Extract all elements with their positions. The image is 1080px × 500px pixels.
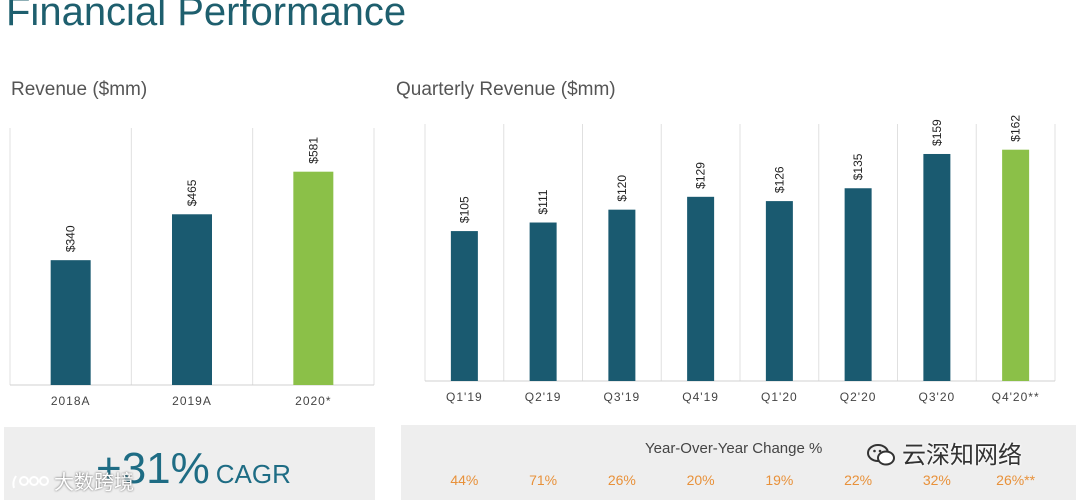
quarterly-value-label: $126	[772, 166, 786, 193]
cagr-value: +31%	[96, 444, 210, 493]
yoy-value: 32%	[922, 472, 951, 488]
wechat-icon	[867, 444, 895, 466]
yoy-title: Year-Over-Year Change %	[645, 440, 823, 457]
cagr-panel	[4, 427, 375, 500]
yoy-value: 22%	[844, 472, 873, 488]
quarterly-tick-label: Q1'20	[761, 390, 798, 404]
quarterly-value-label: $135	[851, 153, 865, 180]
annual-tick-label: 2019A	[172, 394, 212, 408]
quarterly-bar	[844, 188, 872, 381]
page-title: Financial Performance	[6, 0, 407, 34]
yoy-value: 19%	[765, 472, 794, 488]
quarterly-value-label: $159	[930, 119, 944, 146]
quarterly-tick-label: Q3'20	[919, 390, 956, 404]
watermark-bottom-left-text: 大数跨境	[54, 472, 134, 494]
quarterly-tick-label: Q4'19	[682, 390, 719, 404]
quarterly-tick-label: Q1'19	[446, 390, 483, 404]
yoy-value: 26%	[607, 472, 636, 488]
quarterly-tick-label: Q2'20	[840, 390, 877, 404]
annual-value-label: $581	[306, 137, 320, 164]
annual-tick-label: 2018A	[51, 394, 91, 408]
quarterly-chart-title: Quarterly Revenue ($mm)	[396, 79, 616, 100]
quarterly-tick-label: Q3'19	[604, 390, 641, 404]
yoy-panel	[401, 425, 1076, 500]
annual-chart-title: Revenue ($mm)	[11, 79, 148, 100]
quarterly-value-label: $120	[615, 175, 629, 202]
quarterly-value-label: $162	[1009, 115, 1023, 142]
annual-bar	[172, 214, 212, 385]
quarterly-tick-label: Q4'20**	[992, 390, 1040, 404]
watermark-top-right: 云深知网络	[866, 435, 1022, 470]
yoy-value: 44%	[450, 472, 479, 488]
quarterly-bar	[608, 209, 636, 381]
annual-bar	[50, 260, 91, 385]
quarterly-value-label: $111	[536, 189, 550, 214]
watermark-bottom-left: 大数跨境	[10, 466, 134, 495]
watermark-top-right-text: 云深知网络	[902, 442, 1022, 469]
cagr-text: +31% CAGR	[96, 444, 291, 494]
quarterly-tick-label: Q2'19	[525, 390, 562, 404]
watermark-logo-icon	[12, 475, 49, 489]
annual-tick-label: 2020*	[295, 394, 331, 408]
annual-value-label: $465	[185, 179, 199, 206]
quarterly-bar	[687, 196, 715, 381]
yoy-value: 71%	[529, 472, 558, 488]
quarterly-bar	[1002, 149, 1030, 381]
cagr-label: CAGR	[215, 459, 291, 489]
quarterly-bar	[765, 201, 793, 381]
quarterly-bar	[529, 222, 557, 381]
yoy-value: 20%	[686, 472, 715, 488]
annual-value-label: $340	[64, 225, 78, 252]
quarterly-bar	[923, 153, 951, 381]
yoy-value: 26%**	[996, 472, 1036, 488]
annual-bar	[293, 171, 334, 385]
quarterly-bar	[450, 231, 478, 381]
quarterly-value-label: $105	[457, 196, 471, 223]
quarterly-value-label: $129	[694, 162, 708, 189]
